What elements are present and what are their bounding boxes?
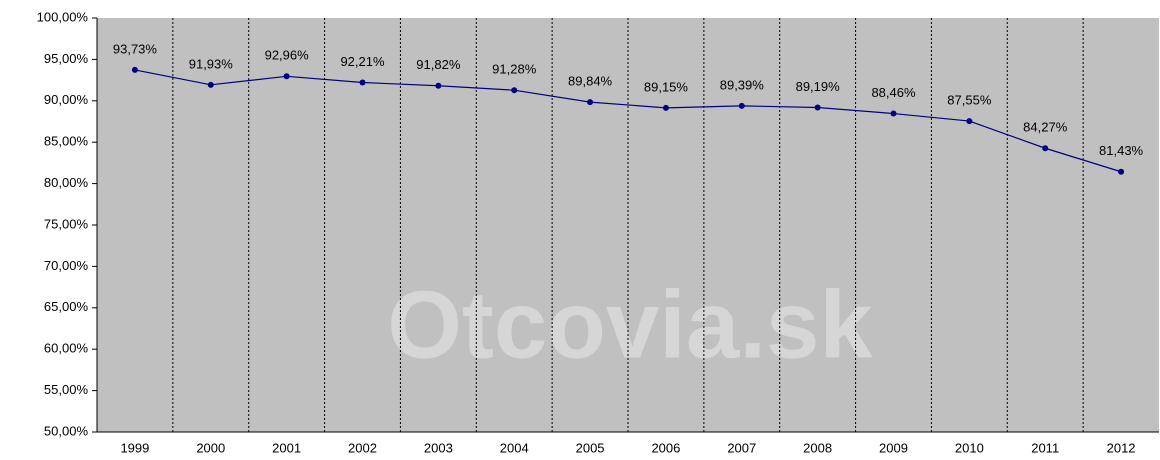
data-label: 81,43%	[1099, 143, 1144, 158]
y-tick-label: 95,00%	[44, 51, 89, 66]
point	[131, 66, 138, 73]
data-label: 91,28%	[492, 62, 537, 77]
point	[435, 82, 442, 89]
point	[890, 110, 897, 117]
x-tick-label: 2002	[348, 440, 377, 455]
data-label: 92,21%	[340, 54, 385, 69]
watermark: Otcovia.sk	[387, 271, 873, 378]
data-label: 91,82%	[416, 57, 461, 72]
data-label: 89,15%	[644, 79, 689, 94]
y-tick-label: 50,00%	[44, 423, 89, 438]
x-tick-label: 2005	[576, 440, 605, 455]
data-label: 93,73%	[113, 41, 158, 56]
data-label: 89,84%	[568, 74, 613, 89]
point	[511, 87, 518, 94]
x-tick-label: 2008	[803, 440, 832, 455]
data-label: 91,93%	[189, 56, 234, 71]
x-tick-label: 2004	[500, 440, 529, 455]
y-tick-label: 55,00%	[44, 382, 89, 397]
point	[814, 104, 821, 111]
data-label: 88,46%	[871, 85, 916, 100]
point	[587, 99, 594, 106]
point	[283, 73, 290, 80]
point	[359, 79, 366, 86]
data-label: 84,27%	[1023, 120, 1068, 135]
x-tick-label: 2010	[955, 440, 984, 455]
x-tick-label: 2003	[424, 440, 453, 455]
point	[1042, 145, 1049, 152]
x-tick-label: 2007	[727, 440, 756, 455]
x-tick-label: 2011	[1031, 440, 1059, 455]
y-tick-label: 60,00%	[44, 341, 89, 356]
data-label: 87,55%	[947, 93, 992, 108]
point	[207, 81, 214, 88]
point	[662, 104, 669, 111]
x-tick-label: 2006	[651, 440, 680, 455]
data-label: 89,39%	[720, 77, 765, 92]
y-tick-label: 100,00%	[37, 9, 89, 24]
point	[738, 102, 745, 109]
x-tick-label: 2009	[879, 440, 908, 455]
data-label: 89,19%	[796, 79, 841, 94]
y-tick-label: 85,00%	[44, 134, 89, 149]
y-tick-label: 80,00%	[44, 175, 89, 190]
data-label: 92,96%	[265, 48, 310, 63]
y-tick-label: 90,00%	[44, 92, 89, 107]
point	[1118, 168, 1125, 175]
line	[134, 69, 1122, 173]
x-tick-label: 2000	[196, 440, 225, 455]
y-tick-label: 75,00%	[44, 216, 89, 231]
y-tick-label: 65,00%	[44, 299, 89, 314]
x-tick-label: 2012	[1107, 440, 1136, 455]
x-tick-label: 1999	[120, 440, 149, 455]
point	[966, 118, 973, 125]
x-tick-label: 2001	[272, 440, 301, 455]
y-tick-label: 70,00%	[44, 258, 89, 273]
